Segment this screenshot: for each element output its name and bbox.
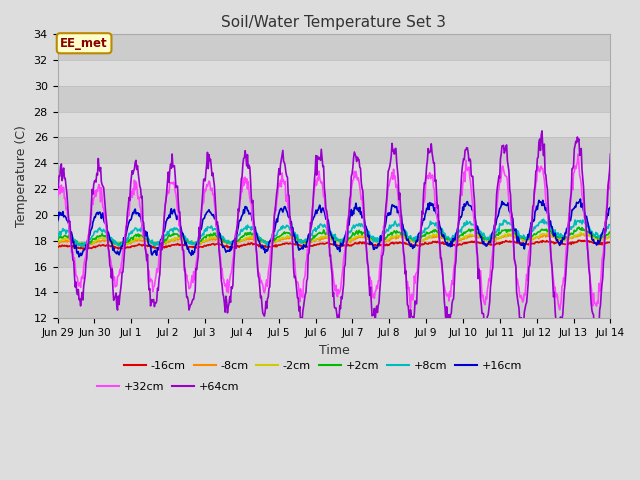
X-axis label: Time: Time	[319, 344, 349, 357]
Bar	[58, 189, 611, 215]
Bar	[58, 34, 611, 60]
Bar	[58, 111, 611, 137]
Bar	[58, 266, 611, 292]
Text: EE_met: EE_met	[60, 37, 108, 50]
Bar	[58, 292, 611, 318]
Legend: +32cm, +64cm: +32cm, +64cm	[93, 378, 244, 396]
Bar	[58, 60, 611, 85]
Y-axis label: Temperature (C): Temperature (C)	[15, 125, 28, 227]
Bar	[58, 241, 611, 266]
Title: Soil/Water Temperature Set 3: Soil/Water Temperature Set 3	[221, 15, 447, 30]
Bar	[58, 137, 611, 163]
Bar	[58, 215, 611, 241]
Bar	[58, 85, 611, 111]
Bar	[58, 163, 611, 189]
